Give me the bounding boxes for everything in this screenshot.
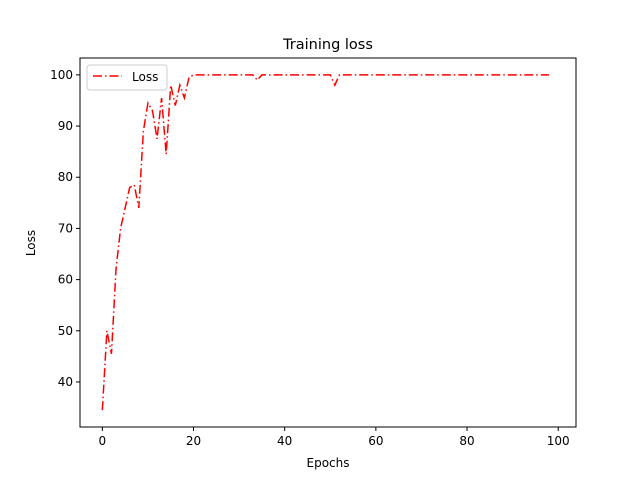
y-tick-label-50: 50 (58, 324, 73, 338)
y-axis-label: Loss (24, 230, 38, 256)
plot-area (80, 58, 576, 427)
x-tick-label-80: 80 (459, 434, 474, 448)
chart-title: Training loss (282, 37, 373, 53)
x-axis-label: Epochs (307, 456, 350, 470)
y-tick-label-40: 40 (58, 375, 73, 389)
y-tick-label-100: 100 (50, 68, 73, 82)
x-tick-label-20: 20 (186, 434, 201, 448)
ticks-layer: 0 20 40 60 80 100 40 50 60 70 80 90 100 (50, 68, 570, 448)
y-tick-label-80: 80 (58, 170, 73, 184)
y-tick-label-70: 70 (58, 221, 73, 235)
x-tick-label-100: 100 (547, 434, 570, 448)
x-tick-label-0: 0 (99, 434, 107, 448)
y-tick-label-90: 90 (58, 119, 73, 133)
series-line-loss (101, 74, 550, 411)
series-layer (101, 74, 550, 411)
legend-label-loss: Loss (132, 70, 158, 84)
legend: Loss (86, 64, 168, 91)
x-tick-label-60: 60 (368, 434, 383, 448)
axes-frame (79, 57, 577, 428)
y-tick-label-60: 60 (58, 273, 73, 287)
x-tick-label-40: 40 (277, 434, 292, 448)
legend-box (86, 64, 168, 91)
